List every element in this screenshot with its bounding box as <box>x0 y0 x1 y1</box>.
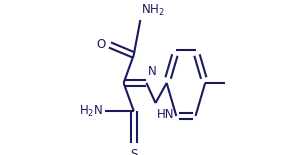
Text: S: S <box>130 148 137 155</box>
Text: HN: HN <box>157 108 174 121</box>
Text: H$_2$N: H$_2$N <box>79 103 103 119</box>
Text: O: O <box>97 38 106 51</box>
Text: NH$_2$: NH$_2$ <box>141 3 165 18</box>
Text: N: N <box>148 65 157 78</box>
